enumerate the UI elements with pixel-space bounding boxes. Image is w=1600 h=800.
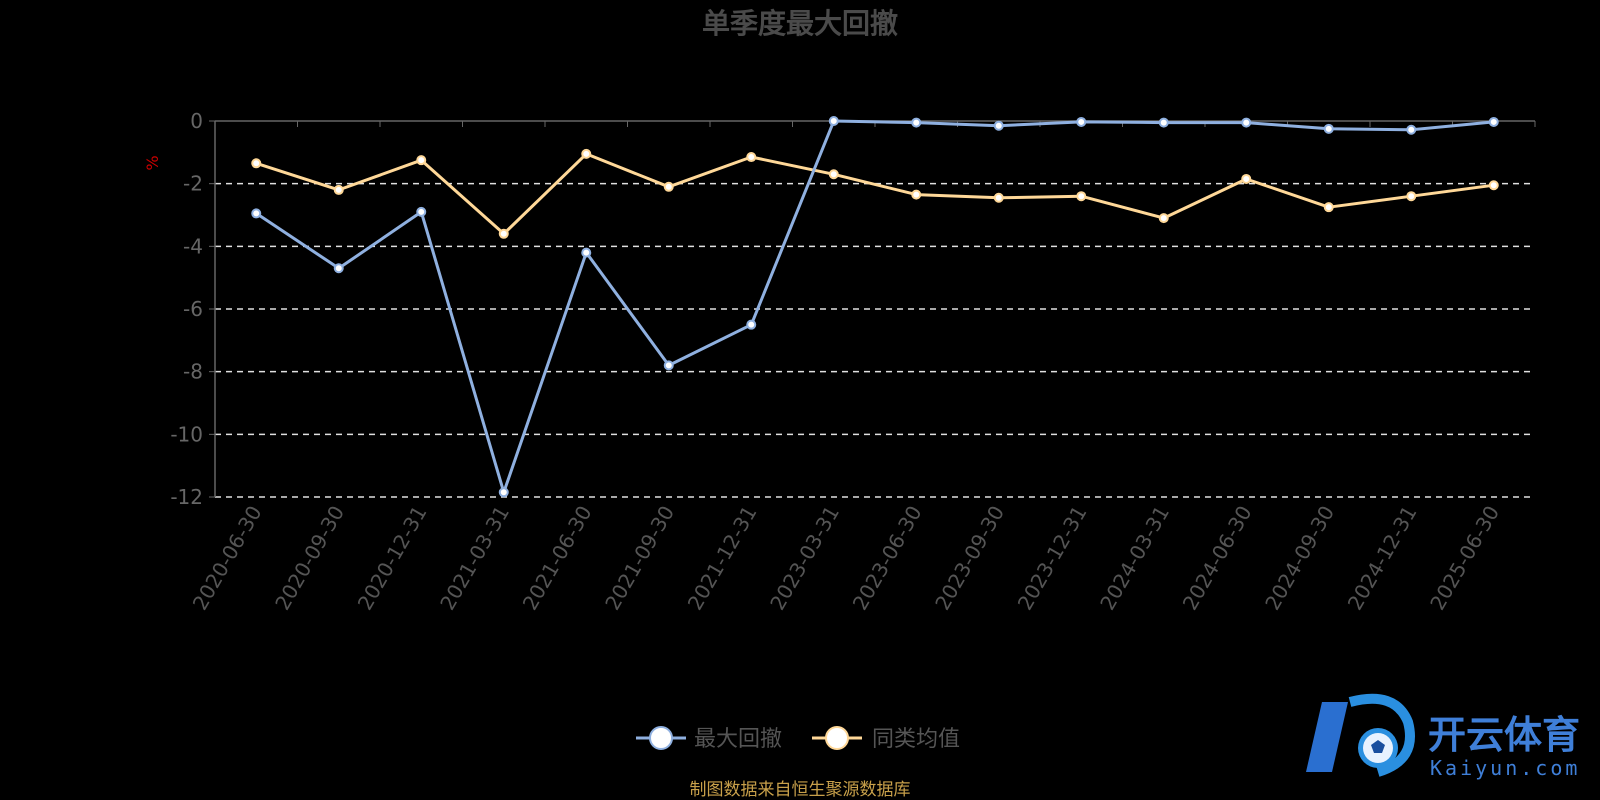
data-point (1406, 124, 1417, 135)
x-tick-label: 2023-06-30 (848, 502, 927, 615)
data-point (581, 148, 592, 159)
watermark-domain: Kaiyun.com (1430, 756, 1580, 780)
legend-item-1[interactable]: 同类均值 (812, 726, 960, 752)
data-point (1158, 117, 1169, 128)
x-tick-label: 2021-12-31 (683, 502, 762, 615)
legend-marker (649, 726, 673, 750)
x-tick-labels: 2020-06-30 2020-09-30 2020-12-31 2021-03-31… (188, 502, 1504, 615)
legend-label: 同类均值 (872, 727, 960, 752)
data-point (911, 117, 922, 128)
x-tick-label: 2021-09-30 (600, 502, 679, 615)
data-point (333, 263, 344, 274)
x-tick-label: 2023-09-30 (930, 502, 1009, 615)
data-point (416, 155, 427, 166)
x-tick-label: 2024-06-30 (1178, 502, 1257, 615)
y-tick-label: -4 (183, 234, 203, 258)
series-lines (251, 116, 1499, 498)
data-point (828, 116, 839, 126)
y-tick-label: -6 (183, 297, 203, 321)
data-point (498, 228, 509, 239)
x-tick-label: 2025-06-30 (1425, 502, 1504, 615)
legend-label: 最大回撤 (694, 727, 782, 752)
data-point (1488, 180, 1499, 191)
data-point (581, 247, 592, 258)
logo-emblem-icon (1306, 693, 1415, 777)
data-point (663, 360, 674, 371)
data-point (1323, 202, 1334, 213)
data-point (1076, 191, 1087, 202)
series-line-1 (255, 152, 1494, 236)
data-point (498, 487, 509, 498)
data-point (746, 319, 757, 330)
y-axis-unit: % (143, 155, 162, 170)
x-tick-label: 2020-09-30 (270, 502, 349, 615)
data-point (333, 184, 344, 195)
data-point (251, 158, 262, 169)
y-tick-label: 0 (190, 109, 203, 133)
x-tick-label: 2021-03-31 (435, 502, 514, 615)
watermark-brand: 开云体育 (1428, 713, 1580, 757)
y-tick-label: -2 (183, 172, 203, 196)
data-point (1241, 173, 1252, 184)
data-point (1076, 116, 1087, 127)
data-point (993, 192, 1004, 203)
data-point (746, 152, 757, 163)
data-point (1406, 191, 1417, 202)
source-note: 制图数据来自恒生聚源数据库 (690, 780, 911, 800)
x-tick-label: 2024-09-30 (1260, 502, 1339, 615)
grid-lines (215, 182, 1535, 498)
x-tick-label: 2023-12-31 (1013, 502, 1092, 615)
data-point (993, 120, 1004, 131)
data-point (1158, 213, 1169, 224)
chart-title: 单季度最大回撤 (702, 7, 898, 40)
data-point (251, 208, 262, 219)
x-tick-label: 2024-12-31 (1343, 502, 1422, 615)
x-tick-label: 2021-06-30 (518, 502, 597, 615)
data-point (1488, 116, 1499, 127)
y-tick-label: -8 (183, 360, 203, 384)
data-point (1323, 123, 1334, 134)
y-tick-label: -10 (170, 422, 203, 446)
x-tick-label: 2020-06-30 (188, 502, 267, 615)
y-tick-labels: 0 -2 -4 -6 -8 -10 -12 (170, 109, 203, 509)
legend[interactable]: 最大回撤 同类均值 (636, 726, 960, 752)
x-tick-label: 2023-03-31 (765, 502, 844, 615)
y-tick-label: -12 (170, 485, 203, 509)
data-point (663, 181, 674, 192)
legend-item-0[interactable]: 最大回撤 (636, 726, 782, 752)
data-point (416, 206, 427, 217)
data-point (828, 169, 839, 180)
watermark-logo: 开云体育 Kaiyun.com (1306, 693, 1580, 780)
x-tick-label: 2020-12-31 (353, 502, 432, 615)
data-point (911, 189, 922, 200)
series-line-0 (255, 119, 1494, 494)
legend-marker (825, 726, 849, 750)
data-point (1241, 117, 1252, 128)
x-tick-label: 2024-03-31 (1095, 502, 1174, 615)
